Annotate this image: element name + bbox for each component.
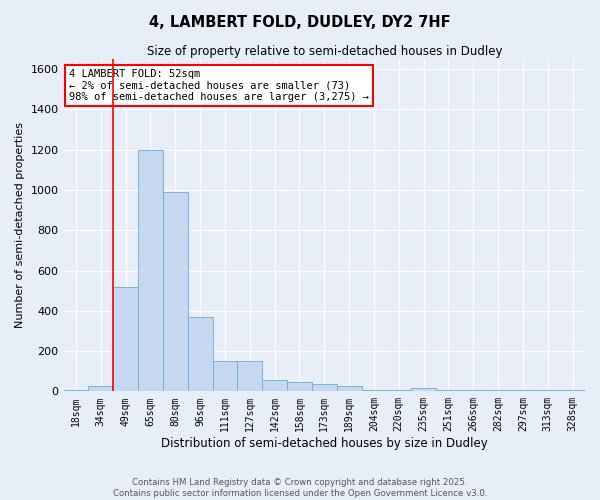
Bar [337,386,362,392]
Bar [362,390,386,392]
Bar [461,390,485,392]
Bar [262,380,287,392]
Bar [411,388,436,392]
Bar [64,390,88,392]
Bar [535,390,560,392]
Bar [560,390,585,392]
Bar [212,361,238,392]
Title: Size of property relative to semi-detached houses in Dudley: Size of property relative to semi-detach… [146,45,502,58]
Bar [511,390,535,392]
Text: 4 LAMBERT FOLD: 52sqm
← 2% of semi-detached houses are smaller (73)
98% of semi-: 4 LAMBERT FOLD: 52sqm ← 2% of semi-detac… [69,69,369,102]
Bar [386,390,411,392]
Text: 4, LAMBERT FOLD, DUDLEY, DY2 7HF: 4, LAMBERT FOLD, DUDLEY, DY2 7HF [149,15,451,30]
Text: Contains HM Land Registry data © Crown copyright and database right 2025.
Contai: Contains HM Land Registry data © Crown c… [113,478,487,498]
Bar [138,150,163,392]
Y-axis label: Number of semi-detached properties: Number of semi-detached properties [15,122,25,328]
Bar [238,361,262,392]
Bar [485,390,511,392]
Bar [287,382,312,392]
Bar [188,317,212,392]
Bar [436,390,461,392]
Bar [88,386,113,392]
X-axis label: Distribution of semi-detached houses by size in Dudley: Distribution of semi-detached houses by … [161,437,488,450]
Bar [163,192,188,392]
Bar [312,384,337,392]
Bar [113,286,138,392]
